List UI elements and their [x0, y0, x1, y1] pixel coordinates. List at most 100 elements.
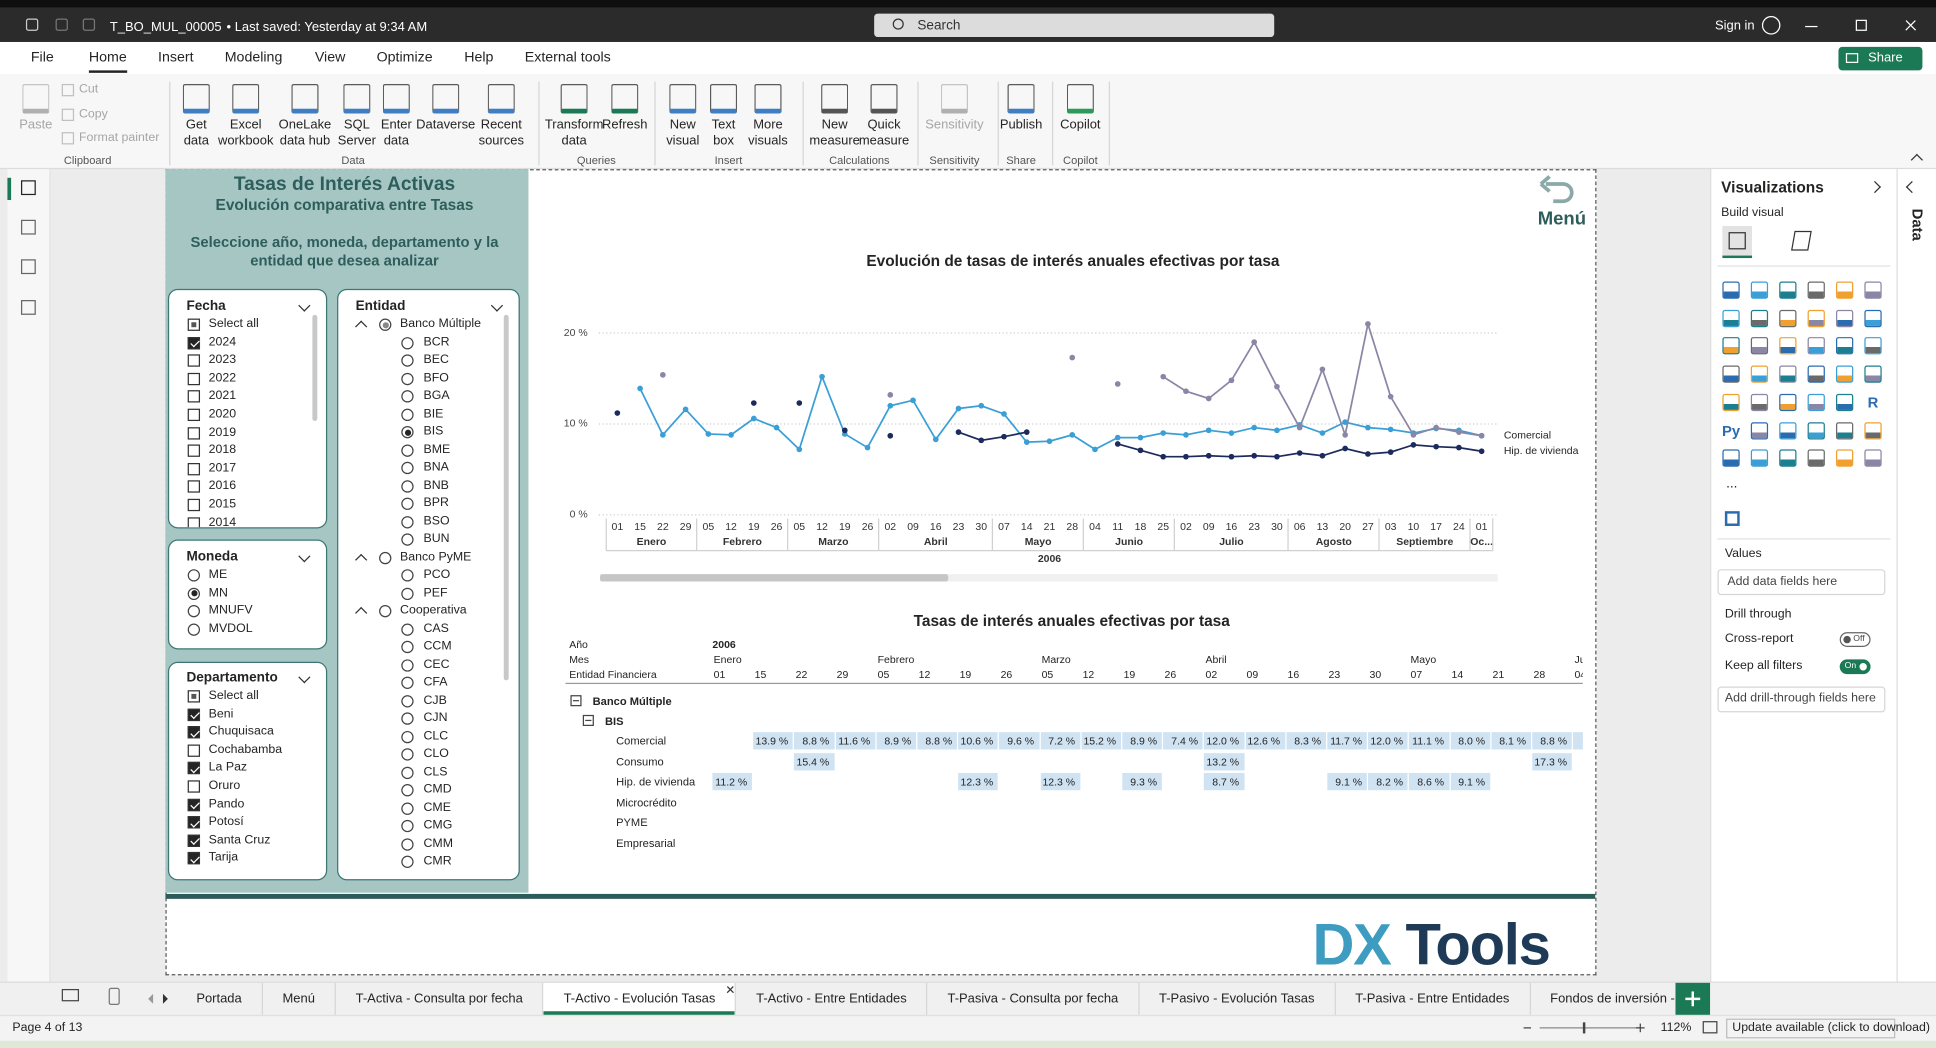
page-tab-label[interactable]: T-Activo - Evolución Tasas — [563, 991, 716, 1007]
slicer-item[interactable]: Select all — [208, 688, 259, 703]
visual-type-icon[interactable] — [1779, 365, 1797, 383]
cross-report-toggle[interactable] — [1839, 632, 1871, 647]
slicer-item[interactable]: 2021 — [208, 389, 237, 403]
menu-item[interactable]: External tools — [524, 50, 611, 66]
ribbon-icon[interactable] — [432, 83, 460, 114]
slicer-item[interactable]: CAS — [423, 621, 449, 636]
radio[interactable] — [401, 766, 414, 779]
ribbon-button-label[interactable]: Text box — [711, 117, 736, 149]
visual-type-icon[interactable] — [1750, 309, 1769, 327]
visual-type-icon[interactable] — [1864, 281, 1882, 299]
slicer-item[interactable]: MNUFV — [208, 603, 253, 618]
visual-type-python[interactable]: Py — [1721, 422, 1741, 440]
slicer-item[interactable]: BCR — [423, 335, 450, 349]
page-tab[interactable]: T-Pasivo - Evolución Tasas — [1139, 982, 1336, 1015]
visual-type-icon[interactable] — [1807, 449, 1825, 467]
slicer-item[interactable]: Chuquisaca — [208, 724, 274, 739]
expand-chevron[interactable] — [355, 606, 368, 620]
radio[interactable] — [401, 837, 414, 851]
radio[interactable] — [401, 515, 414, 528]
page-tab[interactable]: T-Activo - Evolución Tasas — [543, 982, 737, 1015]
checkbox[interactable] — [187, 426, 201, 440]
radio[interactable] — [401, 587, 414, 600]
slicer-item[interactable]: 2014 — [208, 515, 237, 529]
maximize[interactable] — [1855, 19, 1867, 31]
visual-type-icon[interactable] — [1779, 337, 1797, 355]
checkbox[interactable] — [187, 462, 201, 476]
checkbox[interactable] — [187, 834, 201, 847]
checkbox[interactable] — [187, 762, 201, 775]
mobile-view-icon[interactable] — [108, 987, 120, 1006]
visual-type-icon[interactable] — [1835, 449, 1854, 467]
ribbon-icon[interactable] — [560, 83, 588, 114]
menu-item[interactable]: Insert — [158, 50, 194, 66]
page-tab-label[interactable]: T-Activa - Consulta por fecha — [355, 991, 523, 1007]
slicer-item[interactable]: CMG — [423, 818, 453, 833]
ribbon-button-label[interactable]: More visuals — [748, 117, 788, 149]
radio[interactable] — [401, 730, 414, 743]
checkbox[interactable] — [187, 744, 201, 757]
radio[interactable] — [401, 622, 414, 636]
slicer-item[interactable]: La Paz — [208, 761, 248, 775]
checkbox[interactable] — [187, 798, 201, 811]
visual-type-icon[interactable] — [1722, 449, 1740, 467]
visual-type-icon[interactable] — [1722, 337, 1740, 355]
radio[interactable] — [401, 712, 414, 725]
visual-type-icon[interactable] — [1807, 309, 1825, 327]
radio[interactable] — [401, 569, 414, 582]
slicer-item[interactable]: CJB — [423, 693, 447, 707]
checkbox[interactable] — [187, 318, 201, 331]
menu-item[interactable]: Home — [88, 50, 127, 66]
visual-type-icon[interactable] — [1835, 365, 1854, 383]
collapse-toggle[interactable] — [570, 695, 582, 707]
visual-type-icon[interactable] — [1779, 421, 1797, 439]
slicer-item[interactable]: 2024 — [208, 335, 237, 349]
slicer-item[interactable]: BPR — [423, 496, 449, 510]
visual-type-icon[interactable] — [1779, 449, 1797, 467]
zoom-in[interactable] — [1639, 1023, 1641, 1033]
quick-access-icon[interactable] — [82, 18, 96, 31]
visual-type-icon[interactable] — [1864, 337, 1882, 355]
checkbox[interactable] — [187, 516, 201, 528]
dropdown-chevron[interactable] — [298, 550, 311, 563]
visual-type-icon[interactable] — [1864, 421, 1882, 439]
zoom-out[interactable] — [1523, 1027, 1532, 1029]
ribbon-button-label[interactable]: Get data — [183, 117, 209, 149]
ribbon-button-label[interactable]: Refresh — [602, 117, 648, 133]
page-tab-label[interactable]: T-Pasiva - Entre Entidades — [1355, 991, 1510, 1007]
ribbon-icon[interactable] — [343, 83, 371, 114]
radio[interactable] — [401, 390, 414, 403]
slicer-item[interactable]: MVDOL — [208, 622, 253, 636]
checkbox[interactable] — [187, 708, 201, 721]
ribbon-button-label[interactable]: OneLake data hub — [278, 117, 332, 149]
menu-item[interactable]: Optimize — [376, 50, 433, 66]
page-tab[interactable]: T-Activa - Consulta por fecha — [336, 982, 544, 1015]
custom-visual-icon[interactable] — [1724, 511, 1740, 526]
quick-access-icon[interactable] — [55, 18, 68, 31]
slicer-item[interactable]: CJN — [423, 711, 448, 725]
view-icon[interactable] — [20, 180, 36, 196]
visual-type-icon[interactable] — [1835, 309, 1854, 327]
visual-type-icon[interactable] — [1807, 281, 1825, 299]
radio[interactable] — [401, 372, 414, 385]
slicer-item[interactable]: Pando — [208, 797, 245, 811]
slicer-item[interactable]: CEC — [423, 657, 450, 672]
zoom-thumb[interactable] — [1582, 1022, 1586, 1034]
radio[interactable] — [401, 658, 414, 672]
ribbon-button-label[interactable]: Copilot — [1060, 117, 1101, 133]
ribbon-icon[interactable] — [382, 83, 410, 114]
radio[interactable] — [401, 801, 414, 815]
slicer-item[interactable]: CCM — [423, 639, 452, 654]
slicer-item[interactable]: BUN — [423, 532, 450, 546]
slicer-group[interactable]: Banco PyME — [400, 550, 472, 564]
dropdown-chevron[interactable] — [298, 299, 311, 312]
radio[interactable] — [401, 748, 414, 761]
visual-type-icon[interactable] — [1750, 281, 1769, 299]
visual-type-r[interactable]: R — [1867, 393, 1879, 412]
radio[interactable] — [401, 354, 414, 367]
visual-type-icon[interactable] — [1750, 365, 1769, 383]
page-tab[interactable]: T-Pasiva - Entre Entidades — [1335, 982, 1531, 1015]
page-tab-label[interactable]: Portada — [196, 991, 242, 1007]
page-tab-label[interactable]: T-Activo - Entre Entidades — [756, 991, 907, 1007]
desktop-view-icon[interactable] — [61, 988, 80, 1002]
